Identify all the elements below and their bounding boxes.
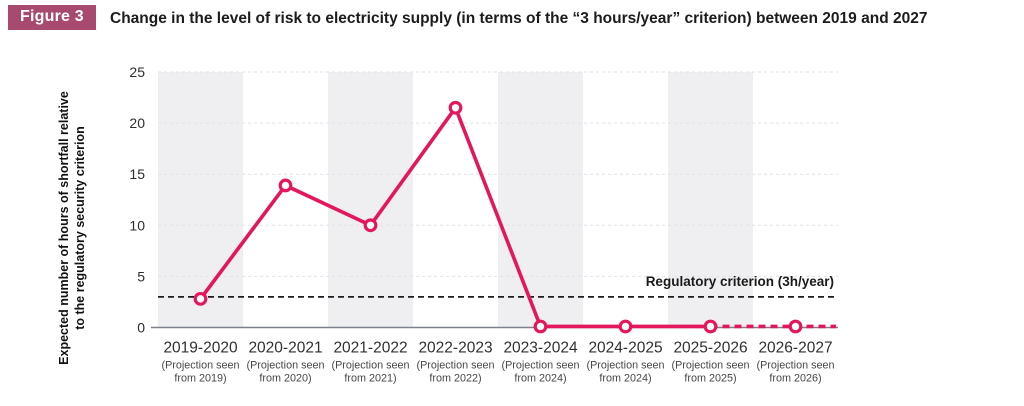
y-tick-label: 0 xyxy=(137,320,145,336)
y-axis-label-line1: Expected number of hours of shortfall re… xyxy=(57,91,71,365)
x-tick-label: 2025-2026 xyxy=(673,340,747,357)
x-sub-label-line2: from 2021) xyxy=(344,373,396,385)
y-axis-label: Expected number of hours of shortfall re… xyxy=(56,91,88,365)
data-point-2020-2021 xyxy=(278,178,293,193)
x-tick-label: 2019-2020 xyxy=(163,340,238,357)
x-sub-label-line1: (Projection seen xyxy=(586,360,664,372)
x-sub-label-line1: (Projection seen xyxy=(416,360,494,372)
data-point-2024-2025 xyxy=(618,319,633,334)
data-point-2022-2023 xyxy=(448,100,463,115)
risk-line-solid xyxy=(199,105,711,329)
figure-badge: Figure 3 xyxy=(8,5,96,30)
x-tick-label: 2022-2023 xyxy=(418,340,492,357)
y-tick-label: 20 xyxy=(129,115,145,131)
data-point-2023-2024 xyxy=(533,319,548,334)
x-sub-label-line2: from 2025) xyxy=(684,373,736,385)
data-point-2019-2020 xyxy=(193,291,208,306)
data-point-2025-2026 xyxy=(703,319,718,334)
x-sub-label-line1: (Projection seen xyxy=(501,360,579,372)
x-sub-label-line1: (Projection seen xyxy=(671,360,749,372)
x-sub-label-line1: (Projection seen xyxy=(161,360,239,372)
x-tick-label: 2020-2021 xyxy=(248,340,322,357)
y-tick-label: 15 xyxy=(129,166,145,182)
x-tick-label: 2021-2022 xyxy=(333,340,407,357)
column-band xyxy=(328,72,413,328)
data-point-2026-2027 xyxy=(788,319,803,334)
x-sub-label-line2: from 2026) xyxy=(769,373,821,385)
x-sub-label-line1: (Projection seen xyxy=(756,360,834,372)
x-tick-label: 2024-2025 xyxy=(588,340,662,357)
y-tick-label: 10 xyxy=(129,217,145,233)
y-axis-label-line2: to the regulatory security criterion xyxy=(73,126,87,330)
y-tick-label: 25 xyxy=(129,64,145,80)
y-tick-label: 5 xyxy=(137,268,145,284)
column-band xyxy=(498,72,583,328)
x-tick-label: 2026-2027 xyxy=(758,340,832,357)
x-sub-label-line2: from 2024) xyxy=(599,373,651,385)
x-sub-label-line1: (Projection seen xyxy=(331,360,409,372)
x-sub-label-line2: from 2024) xyxy=(514,373,566,385)
x-sub-label-line2: from 2019) xyxy=(174,373,226,385)
x-tick-label: 2023-2024 xyxy=(503,340,578,357)
regulatory-criterion-label: Regulatory criterion (3h/year) xyxy=(646,274,834,289)
x-sub-label-line2: from 2022) xyxy=(429,373,481,385)
data-point-2021-2022 xyxy=(363,218,378,233)
column-band xyxy=(158,72,243,328)
chart-title: Change in the level of risk to electrici… xyxy=(110,10,928,27)
x-sub-label-line2: from 2020) xyxy=(259,373,311,385)
x-sub-label-line1: (Projection seen xyxy=(246,360,324,372)
column-band xyxy=(668,72,753,328)
